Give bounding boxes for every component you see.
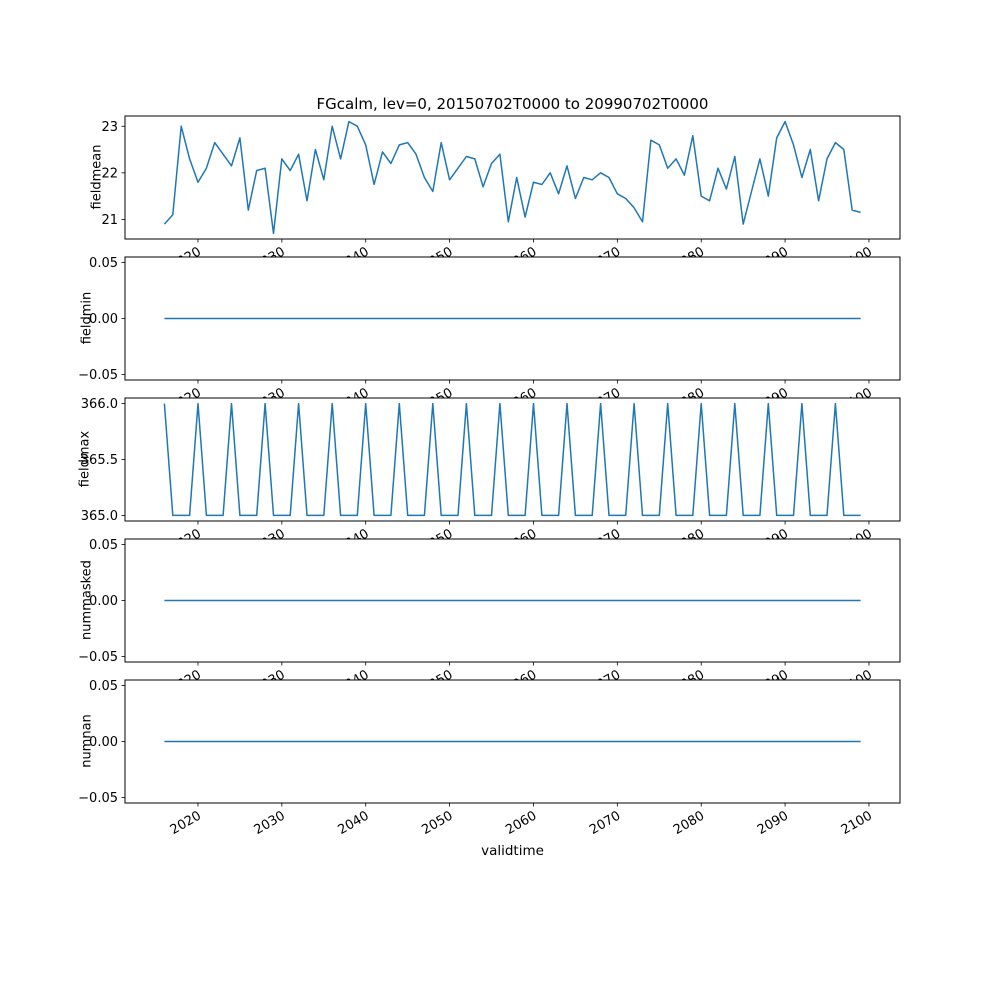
ylabel-fieldmax: fieldmax	[77, 430, 93, 488]
subplot-fieldmin: −0.050.000.05202020302040205020602070208…	[78, 256, 901, 415]
series-line-fieldmean	[163, 120, 861, 235]
axes-box-fieldmean	[124, 115, 901, 240]
ylabel-nummasked: nummasked	[79, 560, 95, 640]
x-tick-label: 2070	[587, 808, 623, 838]
x-tick-label: 2040	[336, 808, 372, 838]
y-tick-label: 365.5	[81, 453, 118, 468]
chart-title: FGcalm, lev=0, 20150702T0000 to 20990702…	[316, 95, 709, 113]
y-tick-label: 365.0	[81, 509, 118, 524]
y-tick-label: 0.00	[89, 594, 118, 609]
x-tick-label: 2030	[252, 808, 288, 838]
xlabel: validtime	[481, 843, 544, 859]
series-line-fieldmax	[163, 402, 861, 517]
x-tick-label: 2060	[503, 808, 539, 838]
y-tick-label: 0.05	[89, 256, 118, 271]
x-tick-label: 2080	[671, 808, 707, 838]
subplot-fieldmean: 2122232020203020402050206020702080209021…	[101, 115, 901, 274]
subplot-fieldmax: 365.0365.5366.02020203020402050206020702…	[81, 397, 901, 556]
y-tick-label: 366.0	[81, 397, 118, 412]
ylabel-fieldmin: fieldmin	[79, 291, 95, 345]
y-tick-label: 21	[101, 213, 118, 228]
subplot-nummasked: −0.050.000.05202020302040205020602070208…	[78, 538, 901, 697]
ylabel-numnan: numnan	[79, 714, 95, 768]
y-tick-label: −0.05	[78, 791, 118, 806]
x-tick-label: 2090	[755, 808, 791, 838]
y-tick-label: −0.05	[78, 368, 118, 383]
x-tick-label: 2050	[419, 808, 455, 838]
y-tick-label: 23	[101, 120, 118, 135]
y-tick-label: 0.05	[89, 679, 118, 694]
y-tick-label: 0.00	[89, 312, 118, 327]
y-tick-label: 0.00	[89, 735, 118, 750]
y-tick-label: 22	[101, 166, 118, 181]
x-tick-label: 2020	[168, 808, 204, 838]
y-tick-label: −0.05	[78, 650, 118, 665]
ylabel-fieldmean: fieldmean	[89, 144, 105, 210]
subplot-numnan: −0.05 0.00 0.05 2020 2030 2040 2050 2060 2070 208…	[78, 679, 901, 838]
axes-box-fieldmax	[124, 397, 901, 522]
x-tick-label: 2100	[839, 808, 875, 838]
y-tick-label: 0.05	[89, 538, 118, 553]
